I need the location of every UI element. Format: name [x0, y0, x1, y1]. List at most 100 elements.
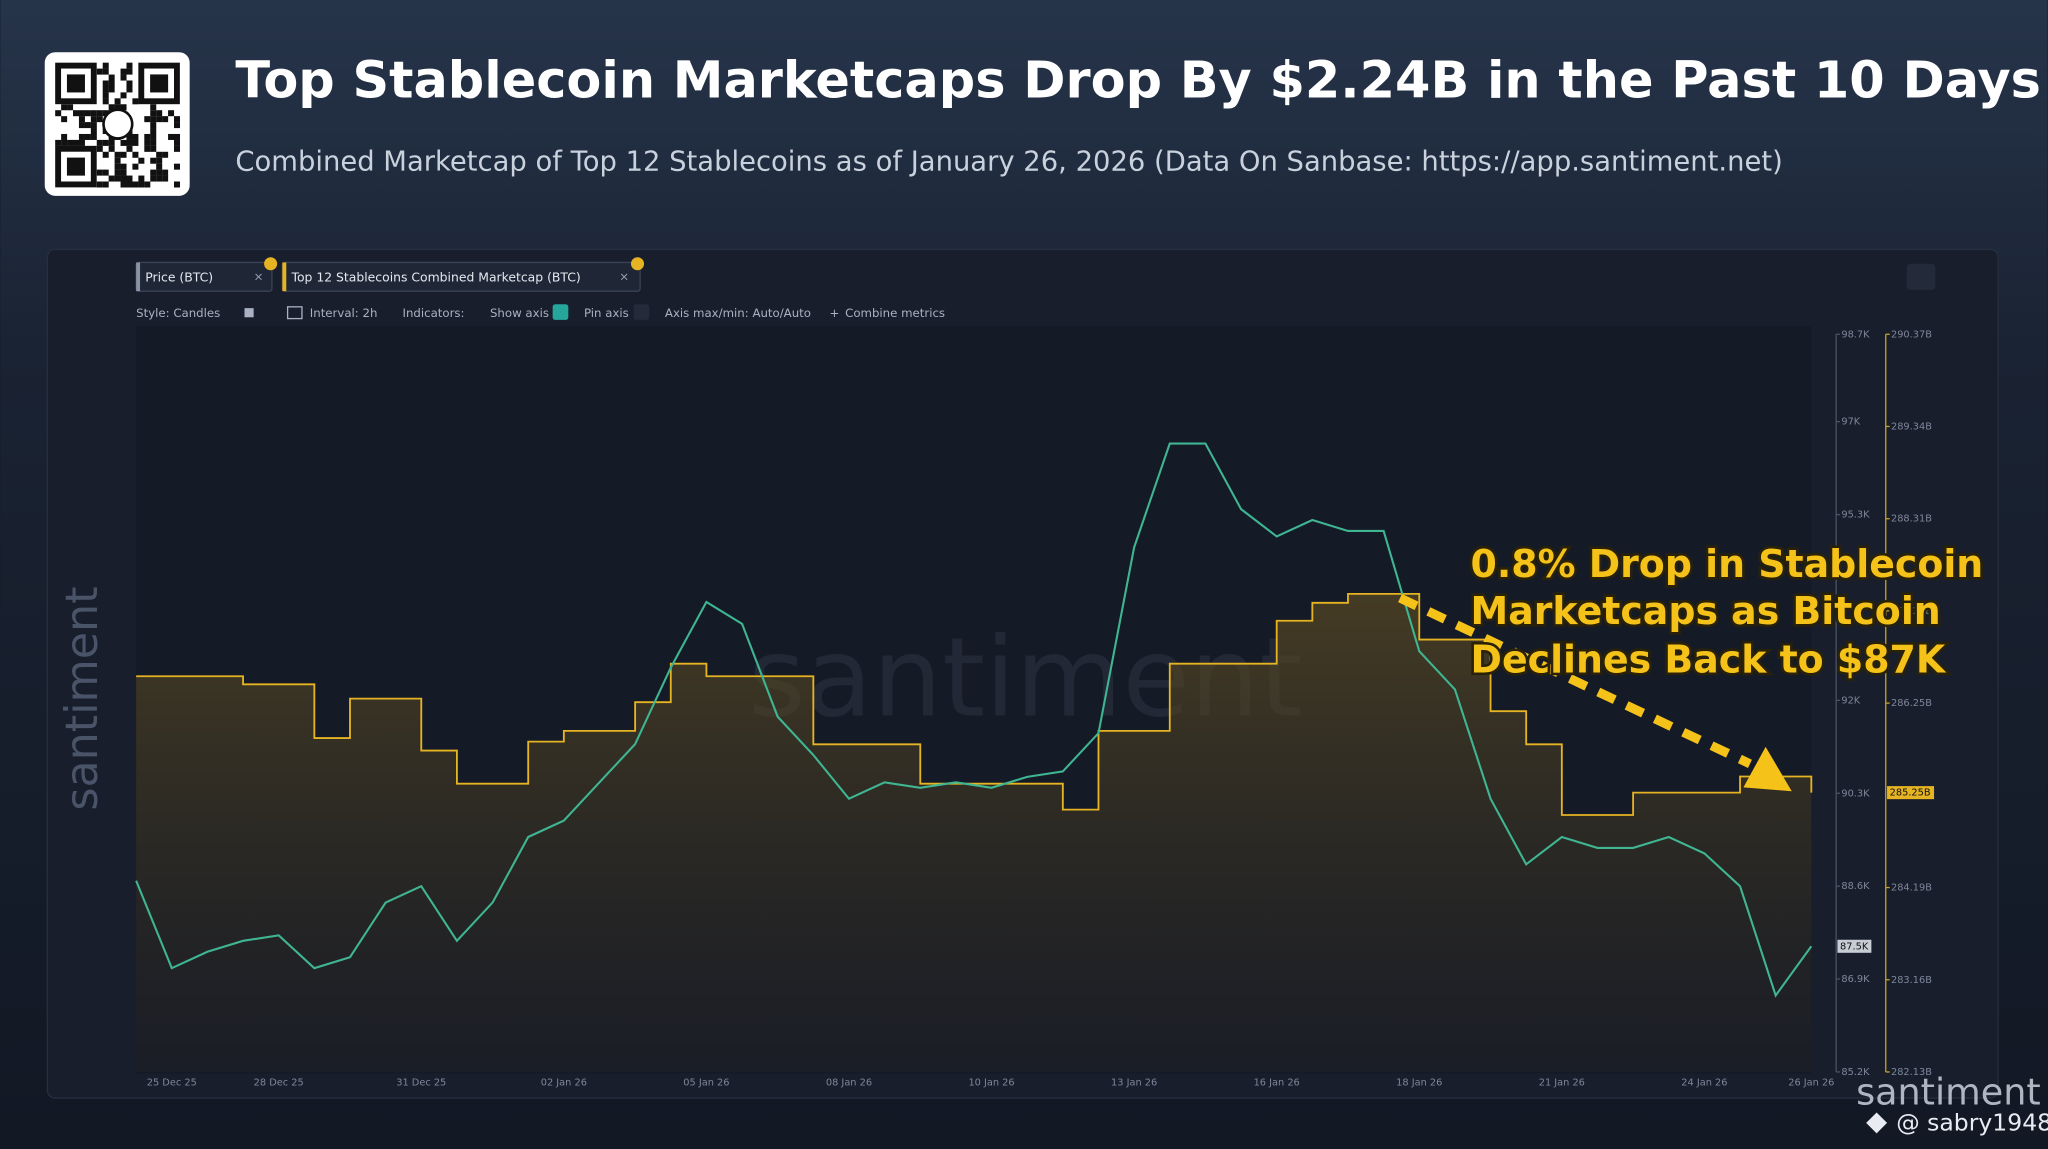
toolbar-axis-minmax[interactable]: Axis max/min: Auto/Auto — [665, 306, 811, 320]
toolbar-indicators[interactable]: Indicators: — [402, 306, 464, 320]
qr-module — [168, 133, 175, 140]
qr-module — [84, 122, 91, 129]
toolbar-show-axis: Show axis — [490, 306, 549, 320]
qr-module — [90, 133, 97, 140]
marketcap-line — [136, 592, 1813, 816]
qr-module — [132, 98, 139, 105]
y-tick-label: 92K — [1841, 695, 1860, 706]
qr-module — [156, 169, 163, 176]
qr-finder — [66, 157, 85, 176]
y-tick-label: 86.9K — [1841, 974, 1870, 985]
qr-module — [174, 145, 181, 152]
annotation-line: Declines Back to $87K — [1471, 637, 1947, 681]
qr-module — [102, 110, 109, 117]
qr-module — [126, 62, 133, 69]
y-tick-label: 97K — [1841, 417, 1860, 428]
last-value-box — [1837, 939, 1872, 953]
qr-module — [126, 86, 133, 93]
qr-module — [156, 163, 163, 170]
qr-module — [162, 169, 169, 176]
qr-module — [96, 110, 103, 117]
qr-module — [61, 139, 68, 146]
tab-close[interactable]: × — [254, 269, 264, 283]
qr-module — [162, 116, 169, 123]
qr-module — [102, 92, 109, 99]
subtitle: Combined Marketcap of Top 12 Stablecoins… — [235, 147, 1782, 178]
qr-module — [114, 104, 121, 111]
qr-module — [73, 139, 80, 146]
qr-module — [102, 68, 109, 75]
color-swatch[interactable] — [244, 308, 254, 318]
qr-module — [174, 181, 181, 188]
qr-module — [150, 110, 157, 117]
y2-tick-label: 283.16B — [1891, 975, 1932, 986]
qr-module — [108, 104, 115, 111]
qr-module — [67, 104, 74, 111]
y-tick-label: 90.3K — [1841, 788, 1870, 799]
arrow-head — [1743, 746, 1792, 792]
qr-module — [126, 80, 133, 87]
last-value-label: 285.25B — [1890, 788, 1931, 799]
corner-watermark: santiment — [1856, 1071, 2041, 1114]
qr-module — [138, 181, 145, 188]
y-tick-label: 95.3K — [1841, 510, 1870, 521]
qr-module — [114, 98, 121, 105]
qr-module — [120, 104, 127, 111]
interval-icon — [286, 306, 303, 320]
qr-module — [126, 175, 133, 182]
qr-module — [150, 157, 157, 164]
tab-close[interactable]: × — [619, 269, 629, 283]
tab-label: Price (BTC) — [145, 270, 213, 285]
qr-module — [120, 92, 127, 99]
qr-module — [96, 139, 103, 146]
qr-module — [96, 145, 103, 152]
qr-module — [144, 116, 151, 123]
checkbox-checked[interactable] — [552, 304, 569, 320]
qr-module — [61, 133, 68, 140]
settings-button[interactable] — [1906, 263, 1936, 290]
last-value-box — [1887, 786, 1935, 800]
qr-module — [114, 163, 121, 170]
qr-module — [150, 116, 157, 123]
qr-module — [90, 110, 97, 117]
price-line — [135, 442, 1813, 998]
qr-module — [144, 181, 151, 188]
x-tick-label: 13 Jan 26 — [1111, 1077, 1157, 1088]
qr-module — [78, 110, 85, 117]
qr-module — [78, 116, 85, 123]
y2-tick-label: 287.28B — [1891, 606, 1932, 617]
qr-module — [150, 175, 157, 182]
last-value-label: 87.5K — [1840, 941, 1869, 952]
qr-module — [96, 68, 103, 75]
qr-module — [150, 128, 157, 135]
x-tick-label: 08 Jan 26 — [826, 1077, 872, 1088]
checkbox[interactable] — [633, 304, 650, 320]
qr-module — [126, 68, 133, 75]
title: Top Stablecoin Marketcaps Drop By $2.24B… — [235, 52, 2041, 111]
qr-module — [162, 175, 169, 182]
qr-module — [174, 163, 181, 170]
x-tick-label: 25 Dec 25 — [147, 1077, 197, 1088]
qr-module — [144, 139, 151, 146]
qr-module — [108, 80, 115, 87]
qr-module — [102, 169, 109, 176]
qr-module — [150, 139, 157, 146]
qr-module — [120, 151, 127, 158]
toolbar-combine[interactable]: Combine metrics — [845, 306, 945, 320]
annotation-line: 0.8% Drop in Stablecoin — [1471, 542, 1984, 586]
qr-module — [114, 169, 121, 176]
y2-tick-label: 288.31B — [1891, 514, 1932, 525]
qr-finder — [150, 74, 169, 93]
qr-module — [108, 175, 115, 182]
y-tick-label: 98.7K — [1841, 329, 1870, 340]
qr-module — [102, 86, 109, 93]
qr-module — [174, 133, 181, 140]
y2-tick-label: 289.34B — [1891, 421, 1932, 432]
x-tick-label: 16 Jan 26 — [1254, 1077, 1300, 1088]
toolbar-interval[interactable]: Interval: 2h — [310, 306, 378, 320]
qr-module — [138, 157, 145, 164]
qr-module — [144, 133, 151, 140]
toolbar-style[interactable]: Style: Candles — [136, 306, 220, 320]
qr-module — [156, 151, 163, 158]
qr-module — [108, 86, 115, 93]
